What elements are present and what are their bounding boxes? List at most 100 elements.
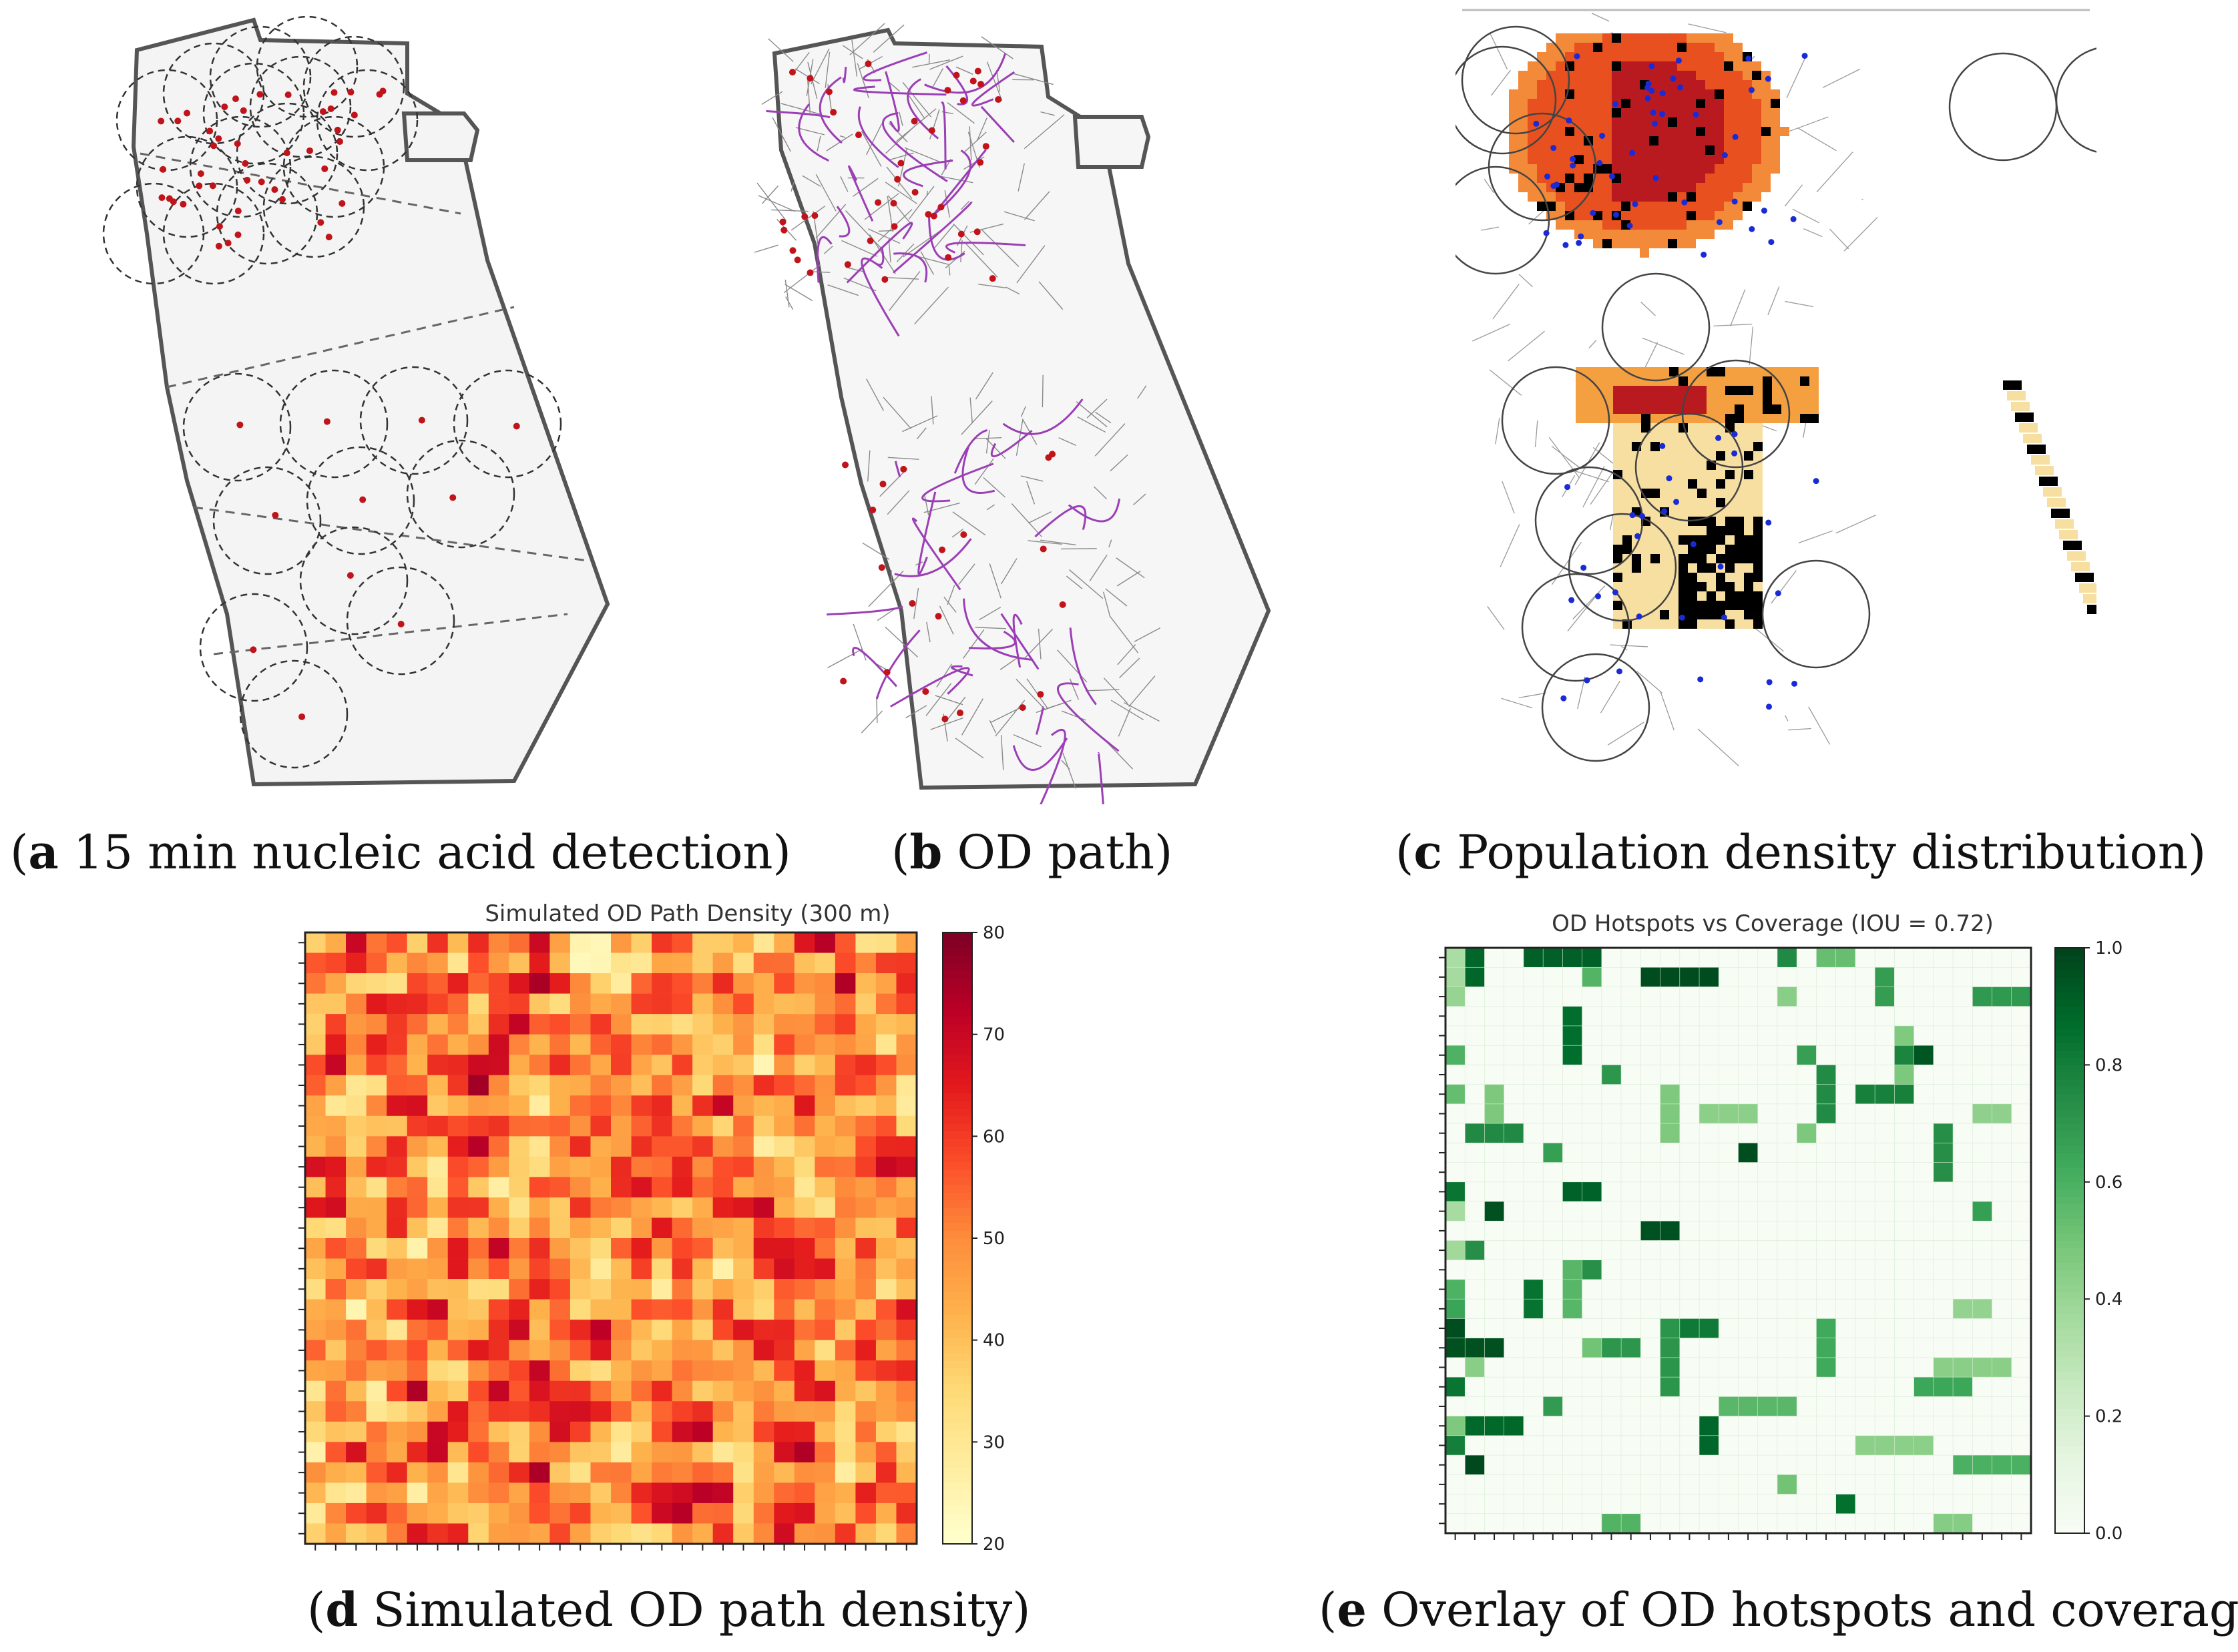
heatmap-cell — [1699, 1338, 1719, 1358]
heatmap-cell — [509, 993, 530, 1015]
heatmap-cell — [1972, 1025, 1993, 1046]
heatmap-cell — [387, 1258, 407, 1280]
site-dot — [1715, 435, 1722, 441]
heatmap-cell — [672, 1156, 693, 1177]
heatmap-cell — [1777, 1513, 1797, 1534]
colorbar-segment — [943, 1047, 972, 1055]
pop-cell — [1640, 230, 1649, 239]
street — [1484, 179, 1494, 194]
heatmap-cell — [1835, 1201, 1856, 1221]
pop-cell — [1735, 498, 1744, 507]
heatmap-cell — [1992, 1513, 2012, 1534]
pop-cell — [1658, 202, 1668, 211]
heatmap-cell — [366, 1401, 387, 1422]
heatmap-cell — [346, 1462, 367, 1483]
heatmap-cell — [1679, 1201, 1700, 1221]
heatmap-cell — [1601, 1357, 1622, 1378]
street — [1518, 274, 1533, 288]
pop-cell — [1752, 183, 1761, 192]
heatmap-cell — [447, 1014, 469, 1035]
heatmap-cell — [447, 1482, 469, 1504]
pop-cell — [1641, 535, 1650, 545]
heatmap-cell — [325, 1299, 347, 1320]
heatmap-cell — [1855, 947, 1875, 968]
heatmap-cell — [488, 1075, 509, 1096]
heatmap-cell — [387, 1034, 407, 1055]
pop-cell — [1528, 99, 1537, 108]
heatmap-cell — [1484, 1318, 1505, 1339]
heatmap-cell — [855, 1055, 877, 1076]
od-points — [779, 60, 1066, 723]
pop-cell — [1753, 619, 1763, 629]
site-dot — [1678, 614, 1685, 621]
pop-cell — [1594, 367, 1604, 376]
pop-cell — [1696, 183, 1705, 192]
pop-cell — [1800, 404, 1809, 414]
heatmap-cell — [835, 1095, 856, 1117]
heatmap-cell — [346, 1401, 367, 1422]
heatmap-cell — [611, 1320, 632, 1340]
street — [1016, 245, 1046, 284]
heatmap-cell — [509, 1115, 530, 1137]
colorbar-segment — [2055, 1196, 2084, 1205]
od-point — [939, 546, 946, 553]
od-path — [963, 598, 1034, 661]
heatmap-cell — [1484, 1376, 1505, 1397]
heatmap-cell — [346, 1095, 367, 1117]
heatmap-cell — [875, 1177, 897, 1198]
heatmap-cell — [1640, 967, 1661, 988]
colorbar-segment — [943, 1031, 972, 1040]
pop-cell — [1612, 192, 1621, 202]
heatmap-cell — [1620, 947, 1641, 968]
pop-cell — [1688, 414, 1697, 423]
heatmap-cell — [1699, 1416, 1719, 1436]
pop-cell — [1630, 43, 1640, 52]
pop-cell — [1565, 52, 1574, 61]
street — [964, 131, 987, 152]
pop-cell — [1509, 89, 1518, 99]
heatmap-cell — [407, 1034, 428, 1055]
pop-cell — [1752, 89, 1761, 99]
heatmap-cell — [1640, 1065, 1661, 1085]
pop-cell — [1744, 582, 1753, 591]
pop-cell — [1809, 376, 1819, 386]
heatmap-cell — [1972, 1006, 1993, 1027]
heatmap-cell — [1542, 1260, 1564, 1280]
pop-cell — [1612, 80, 1621, 89]
colorbar-segment — [943, 1223, 972, 1231]
heatmap-cell — [692, 973, 713, 994]
street — [851, 39, 858, 77]
heatmap-cell — [835, 1482, 856, 1504]
heatmap-cell — [1582, 1494, 1602, 1515]
colorbar-segment — [2055, 1262, 2084, 1270]
heatmap-cell — [1816, 1298, 1837, 1320]
pop-cell — [1688, 591, 1697, 601]
pop-cell — [1744, 545, 1753, 554]
heatmap-cell — [1835, 947, 1856, 968]
pop-cell — [1800, 376, 1809, 386]
heatmap-cell — [1601, 1338, 1622, 1358]
pop-cell — [1668, 174, 1677, 183]
heatmap-cell — [712, 1014, 734, 1035]
pop-cell — [1744, 573, 1753, 582]
heatmap-cell — [1718, 1318, 1739, 1339]
heatmap-cell — [509, 1258, 530, 1280]
heatmap-cell — [1523, 1220, 1544, 1242]
heatmap-cell — [1640, 1513, 1661, 1534]
site-dot — [210, 142, 217, 150]
colorbar-segment — [2055, 1094, 2084, 1102]
heatmap-cell — [1874, 1357, 1895, 1378]
pop-cell — [1716, 517, 1725, 526]
heatmap-cell — [753, 1462, 774, 1483]
pop-cell — [1725, 404, 1735, 414]
heatmap-cell — [652, 1197, 672, 1218]
od-point — [801, 213, 809, 220]
heatmap-cell — [1757, 1240, 1778, 1261]
heatmap-cell — [1640, 1220, 1661, 1242]
colorbar-segment — [2055, 1021, 2084, 1029]
heatmap-cell — [1855, 967, 1875, 988]
street — [1642, 337, 1685, 355]
street — [1086, 398, 1108, 419]
street — [963, 629, 985, 659]
heatmap-cell — [1972, 1338, 1993, 1358]
